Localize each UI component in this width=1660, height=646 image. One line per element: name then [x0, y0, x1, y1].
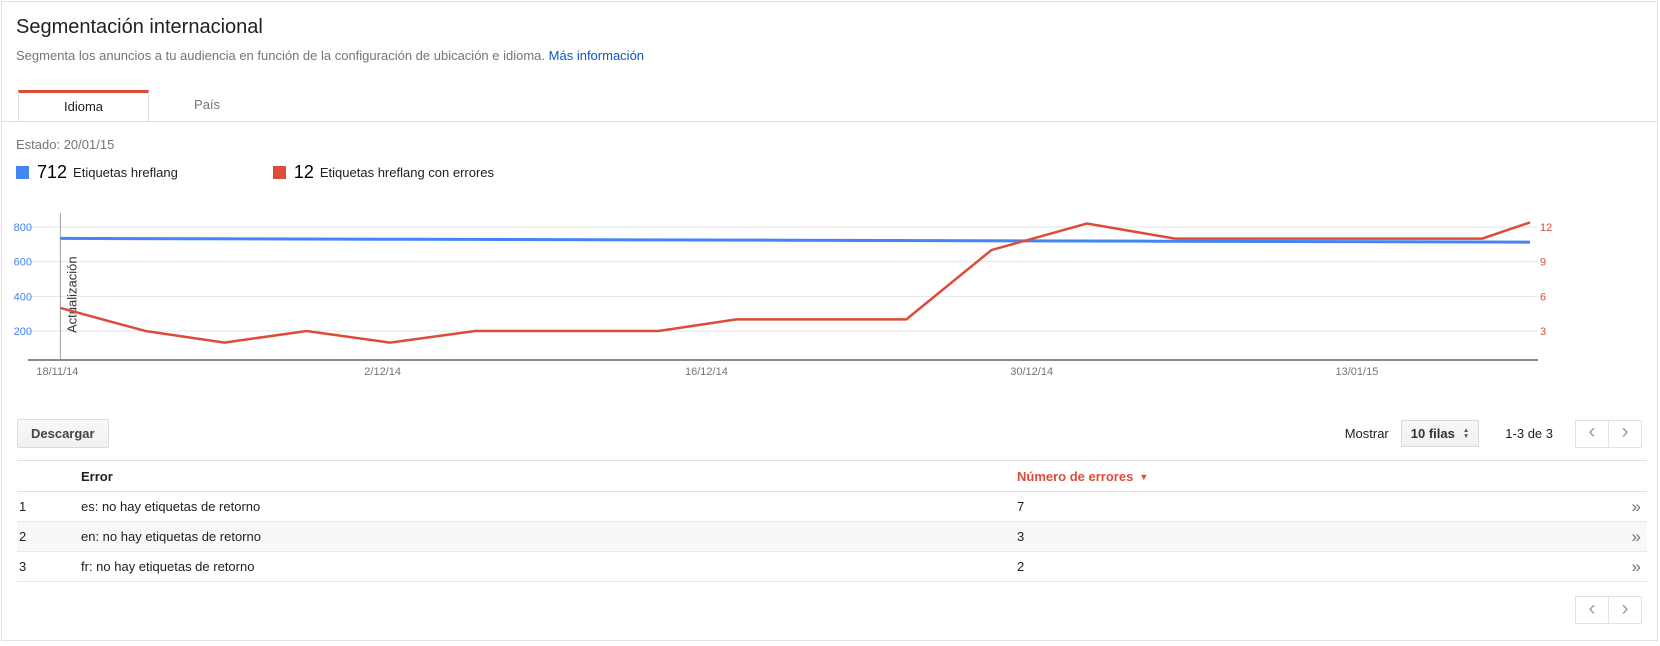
show-rows-label: Mostrar — [1344, 426, 1389, 441]
hreflang-timeline-chart: 800 12 600 9 400 6 200 3 Actualización 18/11/14 2/… — [14, 213, 1552, 378]
errors-table: Error Número de errores ▼ 1 es: no hay et… — [17, 460, 1647, 582]
top-pager: ‹ › — [1575, 419, 1642, 448]
right-axis-tick-label: 12 — [1540, 222, 1552, 234]
legend-label-errors: Etiquetas hreflang con errores — [319, 165, 495, 180]
table-header-row: Error Número de errores ▼ — [17, 460, 1647, 492]
table-row[interactable]: 2 en: no hay etiquetas de retorno 3 » — [17, 521, 1647, 552]
red-swatch-icon — [272, 166, 286, 179]
subtitle-text: Segmenta los anuncios a tu audiencia en … — [16, 48, 546, 63]
update-annotation-label: Actualización — [64, 256, 79, 333]
left-axis-tick-label: 400 — [14, 291, 32, 303]
row-error-text: en: no hay etiquetas de retorno — [81, 521, 1017, 552]
table-toolbar: Descargar Mostrar 10 filas ▲ ▼ 1-3 de 3 ‹… — [17, 419, 1642, 448]
row-detail-chevron-icon[interactable]: » — [1631, 526, 1641, 546]
chart-container: 800 12 600 9 400 6 200 3 Actualización 18/11/14 2/… — [2, 203, 1657, 386]
prev-page-button[interactable]: ‹ — [1575, 419, 1609, 448]
row-error-text: fr: no hay etiquetas de retorno — [81, 551, 1017, 582]
legend-label-hreflang: Etiquetas hreflang — [73, 165, 178, 180]
select-updown-icon: ▲ ▼ — [1462, 427, 1470, 440]
rows-per-page-select[interactable]: 10 filas ▲ ▼ — [1400, 420, 1480, 447]
next-page-button[interactable]: › — [1608, 419, 1642, 448]
tab-bar: Idioma País — [2, 90, 1657, 122]
detail-column-header — [1602, 460, 1647, 492]
index-column-header — [17, 460, 81, 492]
sort-desc-icon: ▼ — [1139, 471, 1149, 482]
table-row[interactable]: 1 es: no hay etiquetas de retorno 7 » — [17, 491, 1647, 522]
x-axis-date-label: 18/11/14 — [36, 366, 78, 378]
row-detail-chevron-icon[interactable]: » — [1631, 556, 1641, 576]
left-axis-tick-label: 200 — [14, 326, 32, 338]
row-detail-chevron-icon[interactable]: » — [1631, 496, 1641, 516]
left-axis-tick-label: 800 — [14, 222, 32, 234]
row-index: 2 — [17, 521, 81, 552]
right-axis-tick-label: 3 — [1540, 326, 1546, 338]
legend-value-errors: 12 — [293, 162, 314, 182]
x-axis-date-label: 2/12/14 — [364, 366, 401, 378]
tab-idioma[interactable]: Idioma — [18, 90, 150, 121]
x-axis-date-label: 30/12/14 — [1010, 366, 1053, 378]
row-error-count: 2 — [1017, 551, 1602, 582]
status-date: Estado: 20/01/15 — [16, 137, 115, 152]
x-axis-date-label: 16/12/14 — [685, 366, 728, 378]
table-row[interactable]: 3 fr: no hay etiquetas de retorno 2 » — [17, 551, 1647, 582]
download-button[interactable]: Descargar — [17, 419, 109, 448]
right-axis-tick-label: 6 — [1540, 291, 1546, 303]
page-header: Segmentación internacional Segmenta los … — [2, 2, 1657, 63]
row-error-count: 7 — [1017, 491, 1602, 522]
blue-swatch-icon — [16, 166, 29, 179]
error-count-column-header[interactable]: Número de errores ▼ — [1017, 460, 1602, 492]
row-error-text: es: no hay etiquetas de retorno — [81, 491, 1017, 522]
legend-value-hreflang: 712 — [37, 162, 68, 182]
pagination-range-label: 1-3 de 3 — [1505, 426, 1553, 441]
learn-more-link[interactable]: Más información — [548, 48, 645, 63]
chart-legend: 712 Etiquetas hreflang 12 Etiquetas href… — [16, 162, 1657, 183]
page-subtitle: Segmenta los anuncios a tu audiencia en … — [16, 48, 1642, 63]
error-column-header[interactable]: Error — [81, 460, 1017, 492]
series-line-right — [60, 221, 1531, 344]
tab-pais[interactable]: País — [194, 97, 221, 112]
next-page-button-bottom[interactable]: › — [1608, 596, 1642, 624]
page-title: Segmentación internacional — [16, 16, 263, 38]
left-axis-tick-label: 600 — [14, 257, 32, 269]
toolbar-right: Mostrar 10 filas ▲ ▼ 1-3 de 3 ‹ › — [1344, 419, 1642, 448]
legend-item-hreflang: 712 Etiquetas hreflang — [16, 162, 178, 183]
bottom-pager: ‹ › — [2, 596, 1642, 624]
row-index: 1 — [17, 491, 81, 522]
row-index: 3 — [17, 551, 81, 582]
rows-select-value: 10 filas — [1410, 426, 1455, 441]
x-axis-date-label: 13/01/15 — [1336, 366, 1379, 378]
series-line-left — [60, 236, 1531, 244]
right-axis-tick-label: 9 — [1540, 257, 1546, 269]
legend-item-errors: 12 Etiquetas hreflang con errores — [272, 162, 495, 183]
row-error-count: 3 — [1017, 521, 1602, 552]
prev-page-button-bottom[interactable]: ‹ — [1575, 596, 1609, 624]
